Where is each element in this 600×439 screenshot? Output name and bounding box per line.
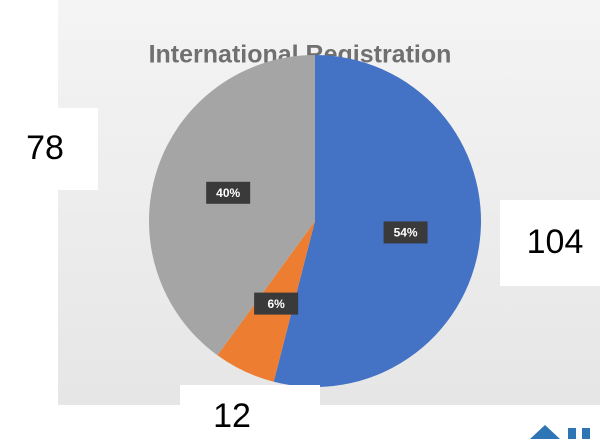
- data-label: 54%: [394, 226, 418, 240]
- data-label: 6%: [267, 297, 285, 311]
- count-box: [500, 200, 600, 286]
- count-box: [0, 108, 98, 190]
- logo: [568, 428, 576, 439]
- count-label: 12: [213, 397, 251, 435]
- data-label: 40%: [216, 186, 240, 200]
- pie: [149, 55, 482, 387]
- data-labels: 54% 6% 40%: [206, 181, 428, 315]
- count-label: 78: [26, 129, 64, 167]
- count-label: 104: [527, 223, 584, 261]
- data-label-box: [383, 221, 428, 244]
- counts: 104 12 78: [26, 129, 583, 435]
- pie-slice: [273, 55, 482, 387]
- logo: [582, 428, 590, 439]
- count-box: [180, 385, 320, 439]
- pie-slice: [149, 55, 315, 356]
- data-label-box: [206, 181, 251, 204]
- logo: [530, 425, 560, 439]
- data-label-box: [254, 292, 299, 315]
